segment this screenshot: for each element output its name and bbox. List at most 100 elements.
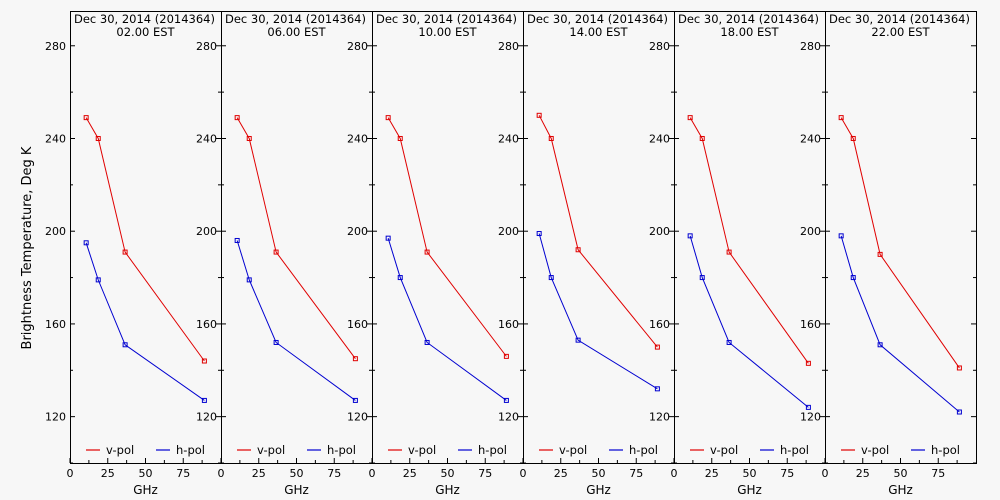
series-line-v-pol [840,117,960,369]
data-point-h-pol [352,397,358,403]
x-tick-label: 25 [705,467,719,480]
panel-subtitle: 02.00 EST [116,25,175,39]
data-point-v-pol [726,249,732,255]
legend-label-v-pol: v-pol [559,443,587,457]
x-tick-label: 0 [218,467,225,480]
data-point-v-pol [956,365,962,371]
data-point-v-pol [687,115,693,121]
data-point-h-pol [956,409,962,415]
y-tick-label: 200 [649,225,670,238]
data-point-h-pol [850,275,856,281]
y-tick-label: 160 [45,318,66,331]
x-tick-label: 75 [780,467,794,480]
panel-title: Dec 30, 2014 (2014364) [376,12,517,26]
panel-frame [825,11,977,464]
y-tick-label: 120 [45,411,66,424]
data-point-v-pol [503,353,509,359]
y-tick-label: 160 [800,318,821,331]
x-tick-label: 50 [139,467,153,480]
panel-title: Dec 30, 2014 (2014364) [527,12,668,26]
legend-label-v-pol: v-pol [106,443,134,457]
y-tick-label: 280 [649,40,670,53]
legend-label-h-pol: h-pol [780,443,809,457]
data-point-v-pol [352,356,358,362]
data-point-v-pol [548,135,554,141]
data-point-v-pol [536,112,542,118]
y-tick-label: 280 [45,40,66,53]
y-tick-label: 240 [800,132,821,145]
data-point-h-pol [877,342,883,348]
x-axis-label: GHz [737,483,762,497]
legend-label-v-pol: v-pol [257,443,285,457]
data-point-h-pol [726,339,732,345]
x-tick-label: 75 [176,467,190,480]
y-tick-label: 160 [498,318,519,331]
panel-title: Dec 30, 2014 (2014364) [225,12,366,26]
series-line-v-pol [689,117,809,364]
y-tick-label: 120 [800,411,821,424]
x-axis-label: GHz [133,483,158,497]
legend-label-v-pol: v-pol [710,443,738,457]
data-point-v-pol [838,115,844,121]
y-tick-label: 160 [347,318,368,331]
y-tick-label: 200 [347,225,368,238]
data-point-v-pol [234,115,240,121]
x-tick-label: 75 [478,467,492,480]
x-tick-label: 50 [592,467,606,480]
y-tick-label: 120 [649,411,670,424]
x-tick-label: 50 [290,467,304,480]
series-line-h-pol [538,233,658,390]
panel-4: Dec 30, 2014 (2014364)14.00 EST 120 160 200… [498,11,675,497]
data-point-v-pol [246,135,252,141]
data-point-h-pol [83,240,89,246]
panel-subtitle: 18.00 EST [720,25,779,39]
y-tick-label: 240 [347,132,368,145]
data-point-v-pol [877,251,883,257]
x-tick-label: 0 [369,467,376,480]
y-tick-label: 200 [498,225,519,238]
data-point-h-pol [424,339,430,345]
data-point-v-pol [95,135,101,141]
x-tick-label: 25 [856,467,870,480]
y-tick-label: 160 [649,318,670,331]
x-tick-label: 0 [67,467,74,480]
panel-subtitle: 10.00 EST [418,25,477,39]
panel-subtitle: 14.00 EST [569,25,628,39]
panel-2: Dec 30, 2014 (2014364)06.00 EST 120 160 200… [196,11,373,497]
data-point-h-pol [536,231,542,237]
data-point-h-pol [246,277,252,283]
panel-3: Dec 30, 2014 (2014364)10.00 EST 120 160 200… [347,11,524,497]
data-point-v-pol [424,249,430,255]
data-point-h-pol [654,386,660,392]
data-point-h-pol [699,275,705,281]
legend-label-h-pol: h-pol [478,443,507,457]
x-tick-label: 25 [252,467,266,480]
panel-subtitle: 06.00 EST [267,25,326,39]
data-point-h-pol [273,339,279,345]
data-point-v-pol [273,249,279,255]
panel-title: Dec 30, 2014 (2014364) [678,12,819,26]
data-point-v-pol [385,115,391,121]
data-point-h-pol [687,233,693,239]
data-point-h-pol [575,337,581,343]
y-tick-label: 280 [196,40,217,53]
y-tick-label: 240 [498,132,519,145]
series-line-h-pol [236,240,356,401]
data-point-h-pol [385,235,391,241]
data-point-h-pol [122,342,128,348]
x-tick-label: 50 [743,467,757,480]
x-tick-label: 75 [931,467,945,480]
series-line-h-pol [689,235,809,408]
panel-6: Dec 30, 2014 (2014364)22.00 EST 120 160 200… [800,11,977,497]
x-tick-label: 25 [554,467,568,480]
data-point-v-pol [654,344,660,350]
x-tick-label: 50 [894,467,908,480]
y-tick-label: 120 [347,411,368,424]
y-tick-label: 240 [196,132,217,145]
data-point-h-pol [503,397,509,403]
x-tick-label: 25 [101,467,115,480]
series-line-v-pol [387,117,507,357]
x-axis-label: GHz [284,483,309,497]
